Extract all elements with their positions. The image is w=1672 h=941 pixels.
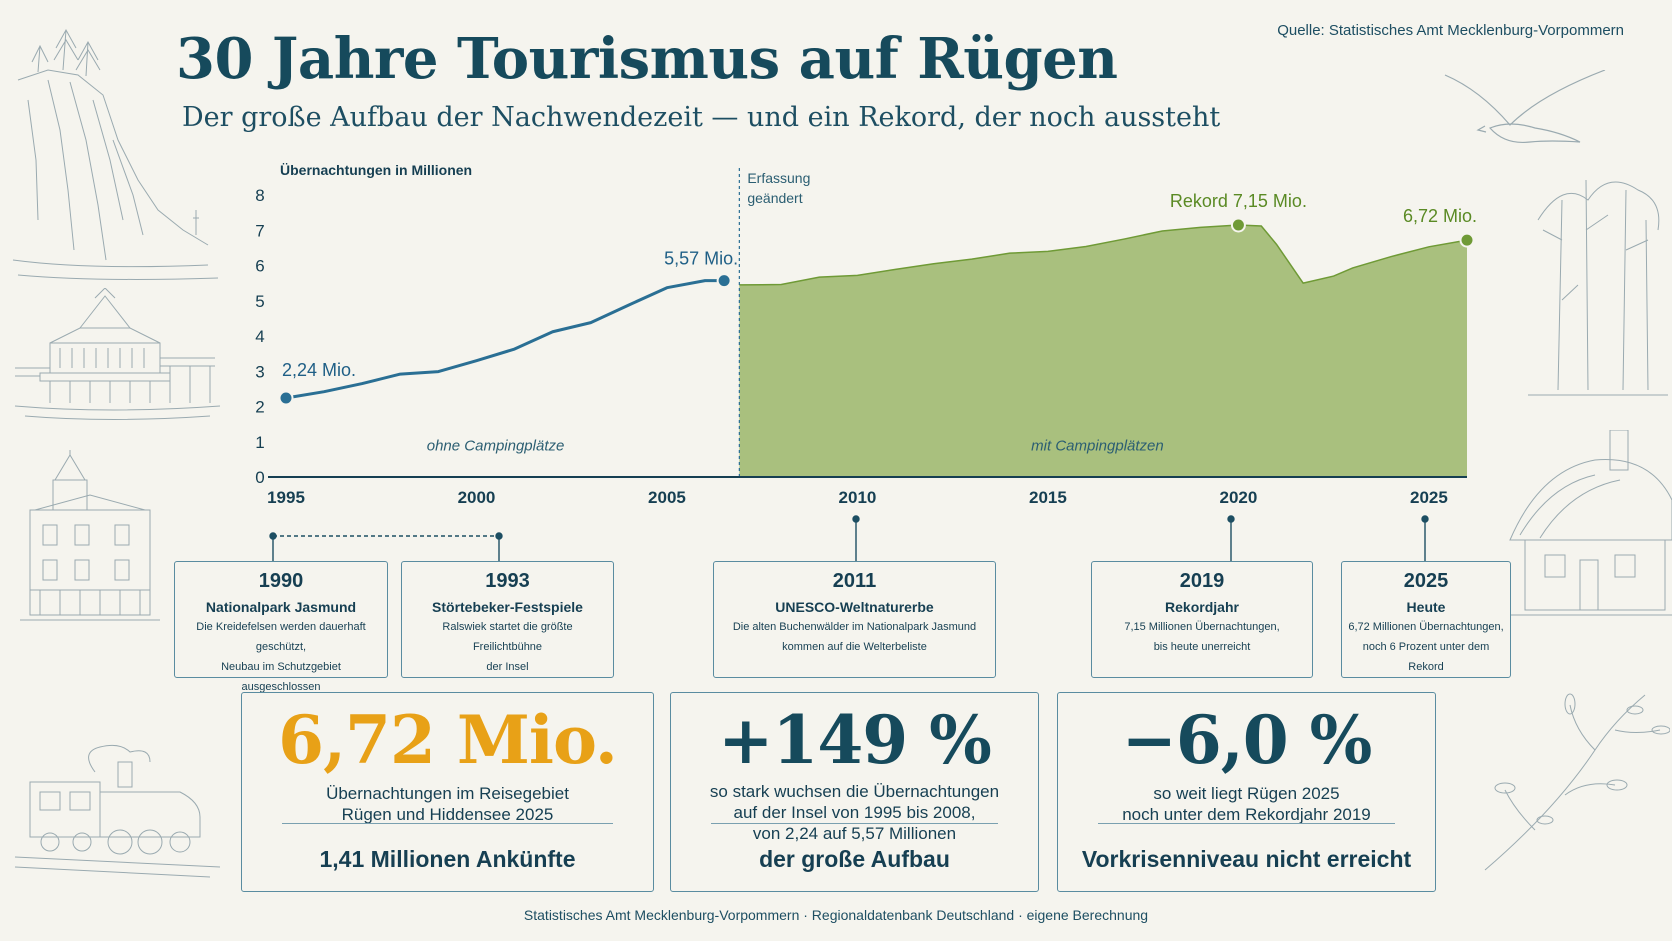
timeline-year: 1993 (485, 570, 530, 592)
page-subtitle: Der große Aufbau der Nachwendezeit — und… (182, 102, 1221, 133)
timeline-card-2011: 2011 UNESCO-Weltnaturerbe Die alten Buch… (713, 561, 996, 678)
x-tick-label: 2010 (839, 488, 877, 507)
footer-sources: Statistisches Amt Mecklenburg-Vorpommern… (523, 907, 1149, 923)
seagull-sketch (1444, 70, 1606, 144)
kpi-description-line: auf der Insel von 1995 bis 2008, (733, 803, 976, 822)
kpi-footer: Vorkrisenniveau nicht erreicht (1081, 846, 1412, 872)
timeline-text-line: 6,72 Millionen Übernachtungen, (1348, 621, 1504, 633)
data-point-marker (1459, 232, 1475, 248)
timeline-text-line: Ralswiek startet die größte Freilichtbüh… (442, 621, 573, 653)
data-point-marker (1230, 217, 1246, 233)
kpi-description-line: von 2,24 auf 5,57 Millionen (752, 824, 957, 843)
timeline-text-line: Neubau im Schutzgebiet ausgeschlossen (221, 661, 341, 693)
y-tick-label: 5 (255, 292, 264, 311)
data-point-marker (278, 390, 294, 406)
y-tick-label: 0 (255, 468, 264, 487)
kpi-card-gap: −6,0 % so weit liegt Rügen 2025 noch unt… (1057, 692, 1436, 892)
x-tick-label: 2005 (648, 488, 686, 507)
series-area-with-camping (739, 224, 1467, 477)
timeline-text-line: noch 6 Prozent unter dem Rekord (1362, 641, 1490, 673)
timeline-year: 1990 (258, 570, 304, 592)
timeline-text: Ralswiek startet die größte Freilichtbüh… (402, 617, 613, 677)
pier-sketch (14, 288, 221, 420)
kpi-value: 6,72 Mio. (278, 701, 618, 779)
kpi-value: −6,0 % (1121, 701, 1373, 779)
timeline-text: 7,15 Millionen Übernachtungen, bis heute… (1092, 617, 1312, 657)
kpi-description-line: noch unter dem Rekordjahr 2019 (1122, 805, 1371, 824)
segment-label: mit Campingplätzen (1031, 438, 1164, 455)
villa-sketch (20, 450, 160, 621)
timeline-text: 6,72 Millionen Übernachtungen, noch 6 Pr… (1342, 617, 1510, 677)
page-title: 30 Jahre Tourismus auf Rügen (176, 26, 1118, 92)
timeline-text-line: Die alten Buchenwälder im Nationalpark J… (732, 621, 977, 633)
branch-sketch (1484, 693, 1670, 871)
series-line-without-camping (285, 279, 725, 400)
timeline-year: 2011 (832, 570, 877, 592)
timeline-text-line: kommen auf die Welterbeliste (782, 641, 927, 653)
data-label: 6,72 Mio. (1403, 206, 1477, 226)
timeline-card-2019: 2019 Rekordjahr 7,15 Millionen Übernacht… (1091, 561, 1313, 678)
kpi-divider (282, 823, 613, 824)
timeline-card-2025: 2025 Heute 6,72 Millionen Übernachtungen… (1341, 561, 1511, 678)
source-note: Quelle: Statistisches Amt Mecklenburg-Vo… (1277, 22, 1624, 39)
kpi-description-line: Übernachtungen im Reisegebiet (326, 784, 569, 803)
timeline-card-1993: 1993 Störtebeker-Festspiele Ralswiek sta… (401, 561, 614, 678)
kpi-description: so weit liegt Rügen 2025 noch unter dem … (1058, 783, 1435, 825)
y-tick-label: 6 (255, 257, 264, 276)
x-tick-label: 2000 (458, 488, 496, 507)
timeline-heading: Nationalpark Jasmund (205, 599, 357, 615)
kpi-description-line: so stark wuchsen die Übernachtungen (709, 782, 1000, 801)
timeline-text-line: der Insel (486, 661, 529, 673)
overnight-stays-chart: Übernachtungen in Millionen 0 1 2 3 4 5 6 7 8 Erfa… (255, 162, 1477, 507)
timeline-text: Die Kreidefelsen werden dauerhaft geschü… (175, 617, 387, 697)
kpi-divider (711, 823, 998, 824)
y-tick-label: 2 (255, 398, 264, 417)
cliff-sketch (12, 28, 219, 280)
y-axis-label: Übernachtungen in Millionen (280, 162, 472, 178)
y-tick-label: 3 (255, 362, 264, 381)
kpi-footer: 1,41 Millionen Ankünfte (319, 846, 576, 872)
y-tick-label: 8 (255, 186, 264, 205)
kpi-card-growth: +149 % so stark wuchsen die Übernachtung… (670, 692, 1039, 892)
timeline-heading: Heute (1406, 599, 1446, 615)
kpi-description: so stark wuchsen die Übernachtungen auf … (671, 781, 1038, 844)
kpi-footer: der große Aufbau (759, 846, 950, 872)
timeline-text-line: 7,15 Millionen Übernachtungen, (1124, 621, 1280, 633)
y-tick-label: 4 (255, 327, 264, 346)
y-tick-label: 7 (255, 221, 264, 240)
kpi-divider (1098, 823, 1395, 824)
y-tick-label: 1 (255, 433, 264, 452)
data-point-marker (716, 273, 732, 289)
segment-label: ohne Campingplätze (427, 438, 565, 455)
train-sketch (14, 744, 221, 878)
timeline-year: 2025 (1403, 570, 1449, 592)
timeline-heading: UNESCO-Weltnaturerbe (775, 599, 934, 615)
timeline-text-line: bis heute unerreicht (1153, 641, 1251, 653)
forest-sketch (1528, 179, 1668, 396)
thatched-house-sketch (1500, 430, 1672, 616)
timeline-text: Die alten Buchenwälder im Nationalpark J… (714, 617, 995, 657)
x-tick-label: 2025 (1410, 488, 1448, 507)
kpi-value: +149 % (718, 701, 992, 779)
kpi-description: Übernachtungen im Reisegebiet Rügen und … (242, 783, 653, 825)
method-break-label: Erfassung (747, 170, 810, 186)
timeline-year: 2019 (1179, 570, 1225, 592)
kpi-card-overnights: 6,72 Mio. Übernachtungen im Reisegebiet … (241, 692, 654, 892)
data-label: 5,57 Mio. (664, 249, 738, 269)
timeline-text-line: Die Kreidefelsen werden dauerhaft geschü… (196, 621, 366, 653)
timeline-card-1990: 1990 Nationalpark Jasmund Die Kreidefels… (174, 561, 388, 693)
timeline-connectors (269, 515, 1429, 561)
kpi-description-line: Rügen und Hiddensee 2025 (341, 805, 554, 824)
x-tick-label: 2015 (1029, 488, 1067, 507)
method-break-label: geändert (747, 190, 802, 206)
data-label: Rekord 7,15 Mio. (1170, 191, 1307, 211)
timeline-heading: Störtebeker-Festspiele (432, 599, 583, 615)
series-line-with-camping (739, 224, 1468, 286)
x-tick-label: 1995 (267, 488, 305, 507)
kpi-description-line: so weit liegt Rügen 2025 (1153, 784, 1340, 803)
x-tick-label: 2020 (1220, 488, 1258, 507)
timeline-heading: Rekordjahr (1165, 599, 1239, 615)
data-label: 2,24 Mio. (282, 360, 356, 380)
